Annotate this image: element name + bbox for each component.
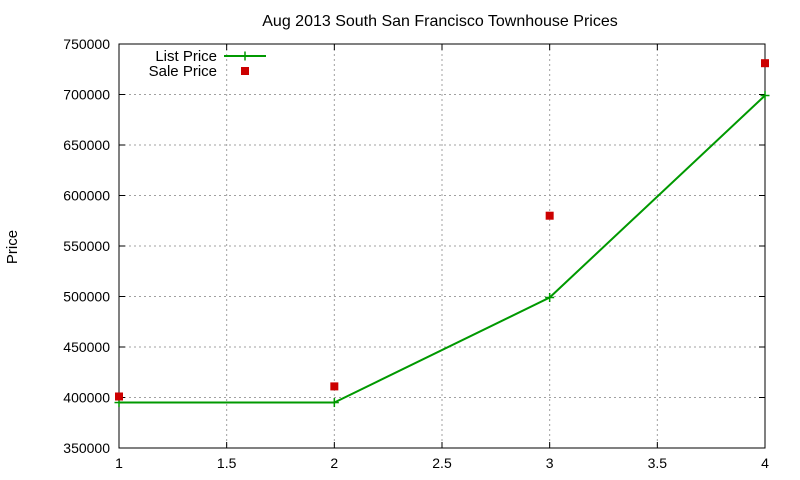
grid xyxy=(119,44,765,448)
x-tick-label: 4 xyxy=(761,455,769,471)
x-tick-label: 1 xyxy=(115,455,123,471)
list-price-point xyxy=(329,398,339,408)
y-tick-label: 550000 xyxy=(63,238,110,254)
list-price-line xyxy=(119,94,766,404)
y-tick-label: 400000 xyxy=(63,390,110,406)
y-tick-label: 650000 xyxy=(63,137,110,153)
y-tick-label: 750000 xyxy=(63,36,110,52)
x-tick-label: 3.5 xyxy=(648,455,668,471)
series-sale-price xyxy=(115,59,769,401)
sale-price-point xyxy=(330,382,339,391)
x-tick-label: 1.5 xyxy=(217,455,237,471)
y-tick-label: 700000 xyxy=(63,87,110,103)
legend-square-marker xyxy=(241,67,249,75)
x-tick-label: 2 xyxy=(330,455,338,471)
sale-price-point xyxy=(545,211,554,220)
y-tick-label: 600000 xyxy=(63,188,110,204)
chart-title: Aug 2013 South San Francisco Townhouse P… xyxy=(262,13,617,30)
series xyxy=(114,59,770,408)
legend-plus-marker xyxy=(240,51,250,61)
legend-label: Sale Price xyxy=(149,63,217,80)
list-price-point xyxy=(760,91,770,101)
list-price-point xyxy=(545,293,555,303)
y-tick-label: 450000 xyxy=(63,339,110,355)
x-tick-label: 2.5 xyxy=(432,455,452,471)
legend-label: List Price xyxy=(155,48,217,65)
axis-ticks: 350000 400000 450000 500000 550000 600000 6500… xyxy=(63,36,769,471)
sale-price-point xyxy=(761,59,769,68)
y-tick-label: 350000 xyxy=(63,440,110,456)
x-tick-label: 3 xyxy=(546,455,554,471)
y-tick-label: 500000 xyxy=(63,289,110,305)
y-axis-label: Price xyxy=(4,230,21,264)
sale-price-point xyxy=(115,392,123,401)
